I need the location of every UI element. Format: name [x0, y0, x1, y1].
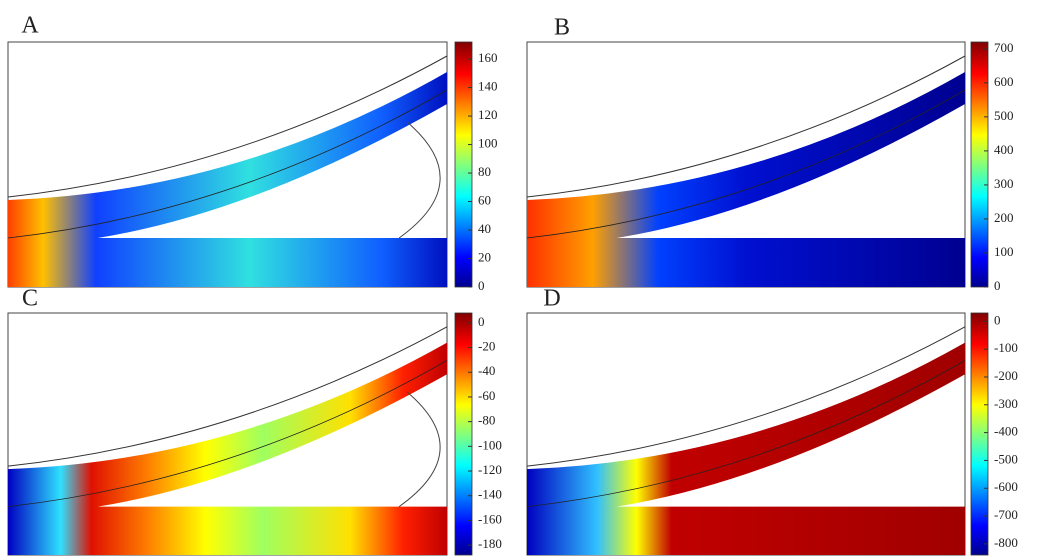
colorbar-tick-label: 60: [478, 193, 491, 208]
colorbar-tick-label: 40: [478, 221, 491, 236]
colorbar-tick-label: -300: [994, 396, 1018, 411]
outline: [526, 360, 966, 507]
colorbar-tick-label: 120: [478, 107, 498, 122]
colorbar-tick-label: -600: [994, 479, 1018, 494]
colorbar-tick-label: -180: [478, 536, 502, 551]
colorbar-tick-label: 100: [478, 136, 498, 151]
colorbar-tick-label: -500: [994, 451, 1018, 466]
colorbar-tick-label: 0: [478, 278, 485, 293]
outline: [7, 55, 448, 198]
colorbar: [970, 41, 989, 288]
colorbar-tick-label: -160: [478, 511, 502, 526]
outline: [7, 89, 448, 239]
colorbar-tick-label: 160: [478, 50, 498, 65]
colorbar-tick-label: 140: [478, 79, 498, 94]
colorbar-tick-label: -80: [478, 413, 495, 428]
colorbar-tick-label: -200: [994, 368, 1018, 383]
plot: [526, 312, 966, 556]
colorbar-tick-label: -800: [994, 535, 1018, 550]
plot: [526, 41, 966, 288]
colorbar-tick-label: -20: [478, 339, 495, 354]
field: [8, 72, 447, 287]
colorbar-tick-label: 600: [994, 74, 1014, 89]
outline: [398, 391, 441, 508]
colorbar-tick-label: 300: [994, 176, 1014, 191]
colorbar-tick-label: 20: [478, 249, 491, 264]
outline: [7, 360, 448, 507]
panel-label: D: [543, 286, 560, 312]
field: [527, 72, 965, 287]
colorbar-tick-label: 0: [994, 312, 1001, 327]
panel-label: C: [22, 286, 38, 312]
colorbar-tick-label: -120: [478, 462, 502, 477]
colorbar-tick-label: -400: [994, 424, 1018, 439]
panel: D 0 -100 -200 -300 -400 -500 -600 -700 -800: [526, 286, 1018, 556]
colorbar-tick-label: -140: [478, 487, 502, 502]
panel-label: A: [21, 13, 39, 39]
field: [527, 342, 965, 555]
colorbar-tick-label: 500: [994, 108, 1014, 123]
colorbar: [454, 41, 473, 288]
colorbar-tick-label: 100: [994, 244, 1014, 259]
field: [8, 342, 447, 555]
colorbar-tick-label: -100: [478, 437, 502, 452]
outline: [526, 326, 966, 467]
panel-label: B: [554, 15, 570, 41]
outline: [526, 55, 966, 198]
outline: [398, 121, 441, 239]
panel: C 0 -20 -40 -60 -80 -100 -120 -140 -160 -180: [7, 286, 502, 556]
colorbar-tick-label: -40: [478, 363, 495, 378]
colorbar-tick-label: 0: [478, 314, 485, 329]
colorbar-tick-label: 200: [994, 210, 1014, 225]
colorbar-tick-label: -100: [994, 340, 1018, 355]
colorbar: [970, 312, 989, 556]
colorbar-tick-label: 700: [994, 40, 1014, 55]
colorbar-tick-label: 0: [994, 278, 1001, 293]
colorbar-tick-label: 80: [478, 164, 491, 179]
colorbar-tick-label: 400: [994, 142, 1014, 157]
colorbar-tick-label: -60: [478, 388, 495, 403]
plot: [7, 41, 448, 288]
outline: [526, 89, 966, 239]
colorbar-tick-label: -700: [994, 507, 1018, 522]
panel: B 0 100 200 300 400 500 600 700: [526, 15, 1014, 293]
plot: [7, 312, 448, 556]
outline: [7, 326, 448, 467]
colorbar: [454, 312, 473, 556]
panel: A 0 20 40 60 80 100 120 140 160: [7, 13, 498, 293]
